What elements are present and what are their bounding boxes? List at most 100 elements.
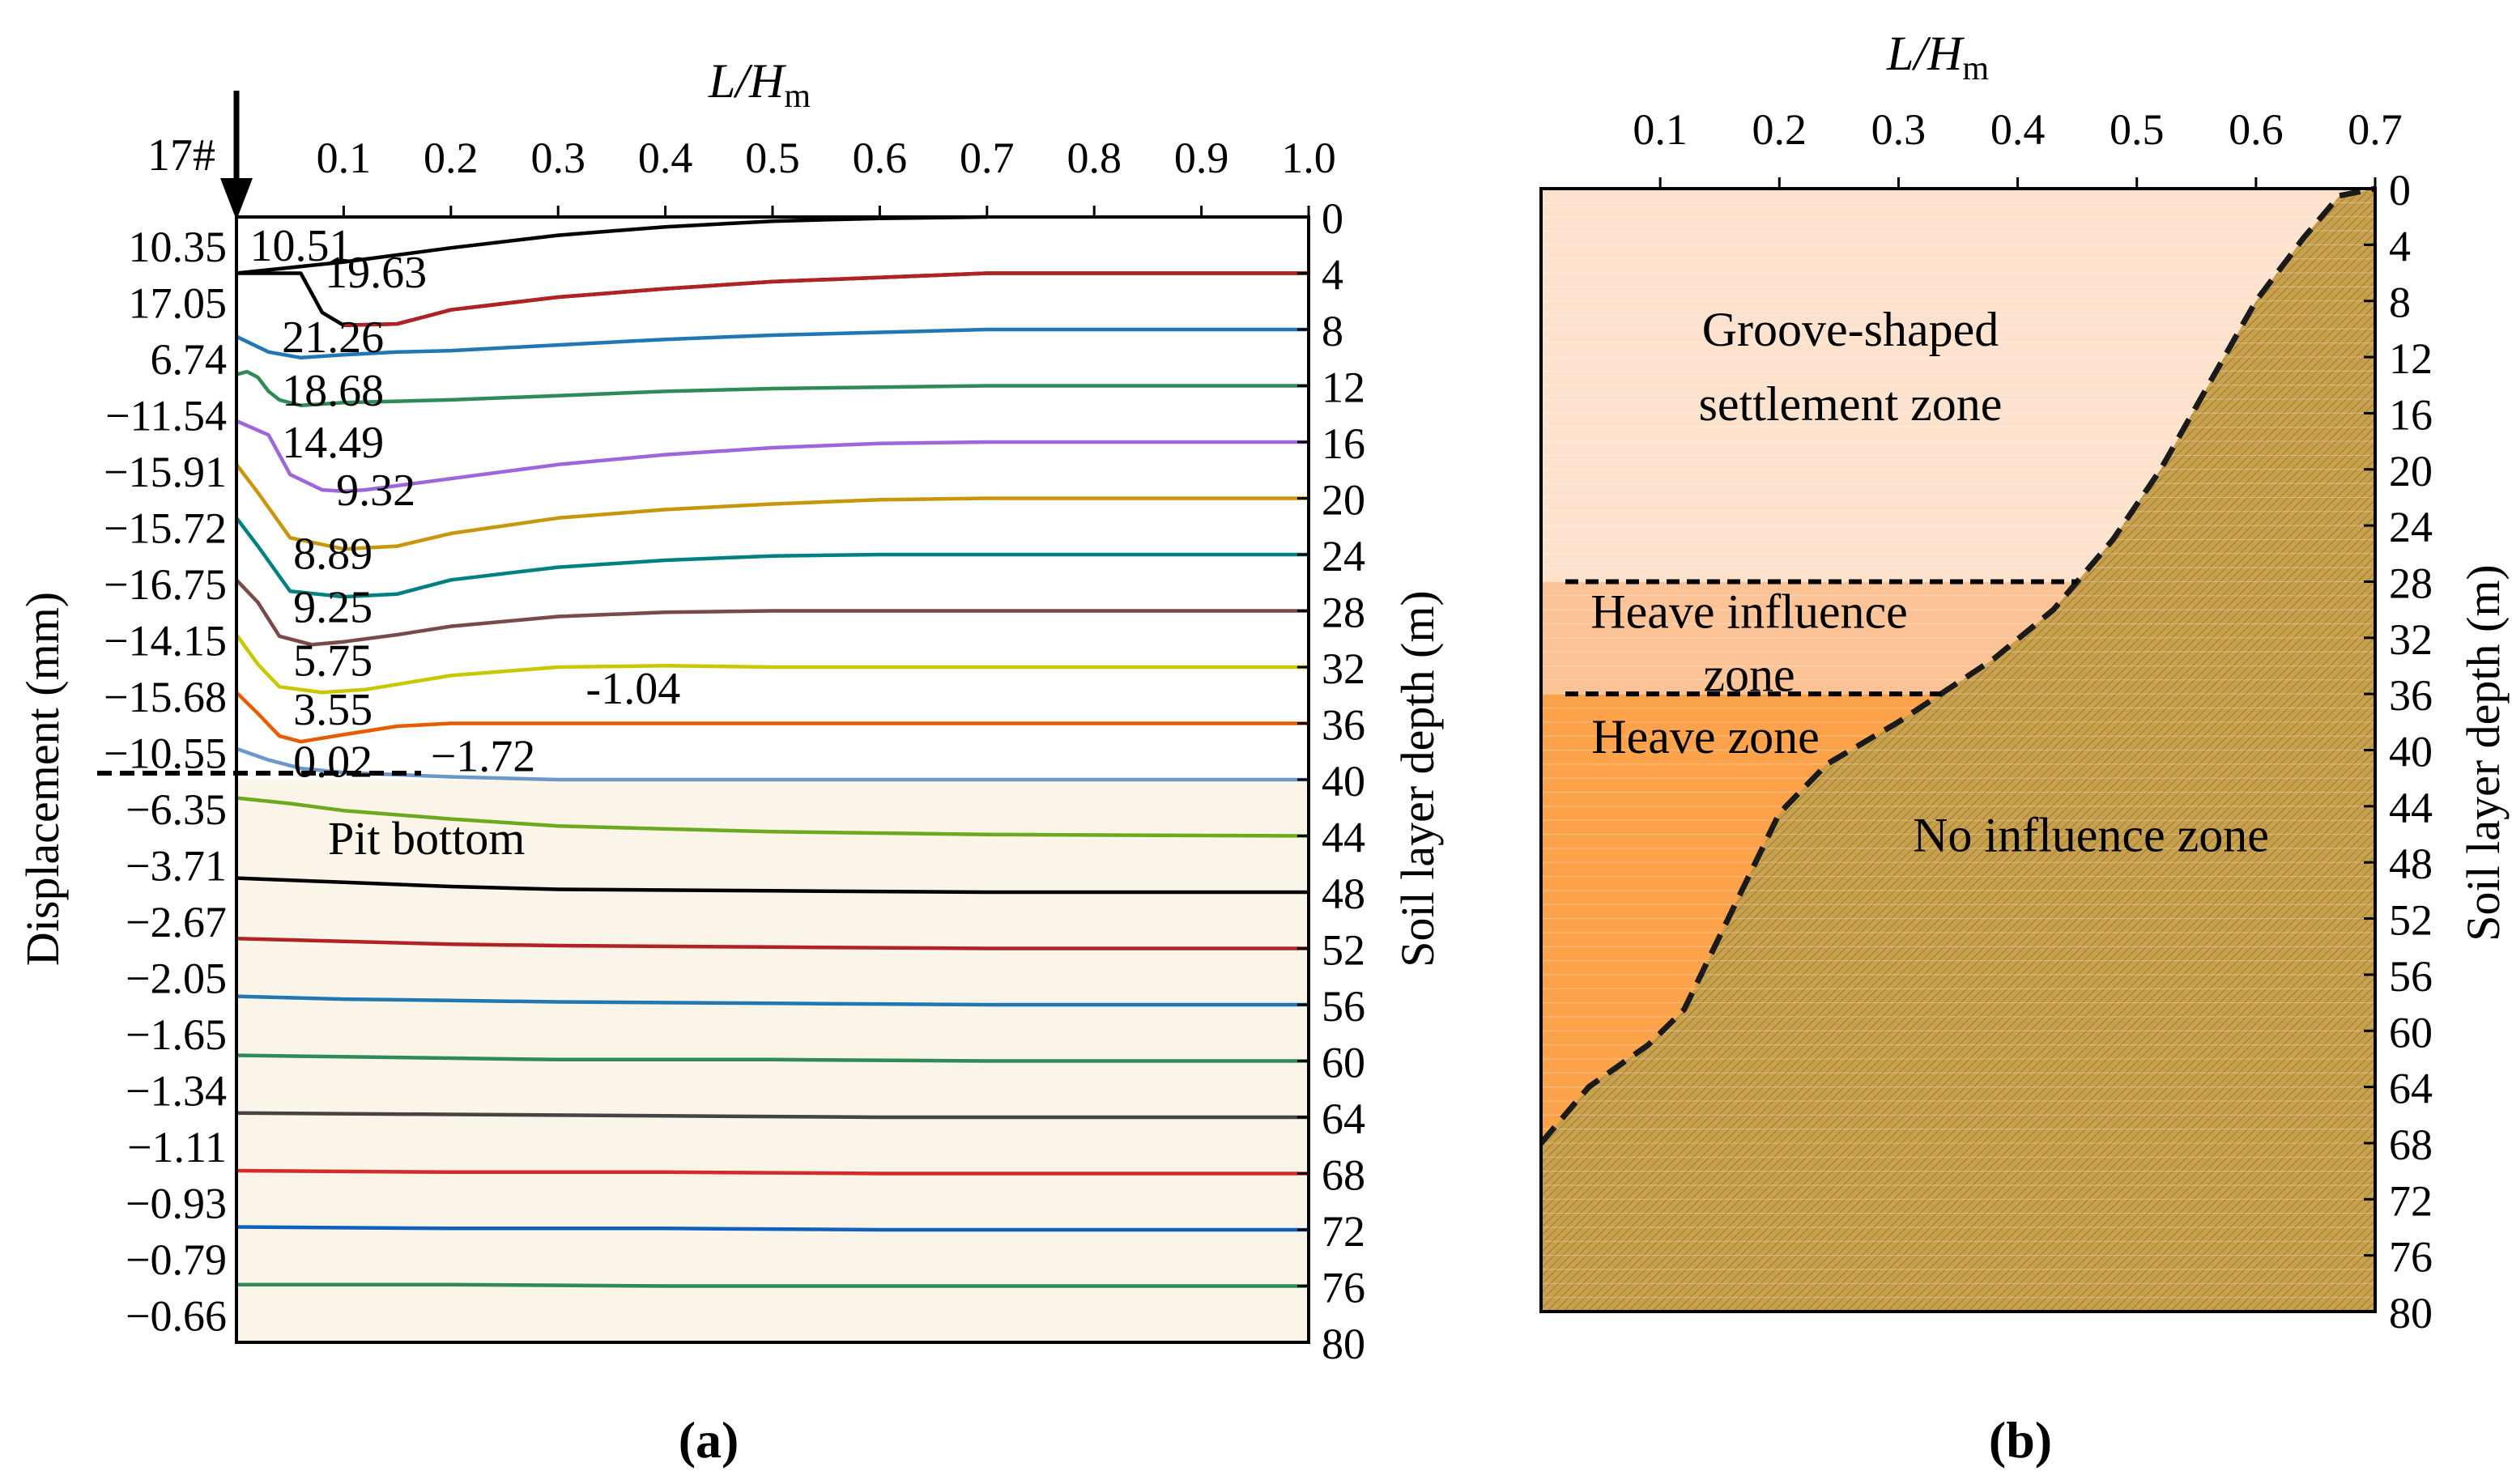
no-influence-zone-label: No influence zone — [1913, 808, 2269, 861]
x-tick-label: 0.2 — [424, 134, 479, 182]
depth-tick-label: 80 — [2389, 1289, 2433, 1337]
displacement-label: −1.34 — [126, 1066, 227, 1115]
displacement-label: 10.35 — [129, 223, 228, 271]
depth-tick-label: 80 — [1322, 1320, 1365, 1368]
curve-13 — [236, 876, 1309, 895]
depth-tick-label: 24 — [2389, 503, 2433, 551]
curve-3 — [236, 327, 1309, 360]
annotation-10: -1.04 — [586, 664, 681, 714]
displacement-label: −1.65 — [126, 1010, 227, 1059]
annotation-8: 5.75 — [293, 636, 373, 686]
x-tick-label: 0.1 — [1633, 105, 1688, 154]
curve-17 — [236, 1111, 1309, 1120]
displacement-labels: 10.35 17.05 6.74 −11.54 −15.91 −15.72 −16.75 −1… — [104, 223, 227, 1341]
depth-tick-label: 32 — [1322, 644, 1365, 693]
x-tick-label: 0.5 — [2110, 105, 2165, 154]
displacement-label: −0.93 — [126, 1179, 227, 1227]
x-axis-title-main: L/H — [708, 54, 787, 108]
curve-0 — [236, 215, 987, 275]
curve-12 — [236, 796, 1309, 838]
depth-tick-label: 36 — [1322, 701, 1365, 750]
x-tick-label: 0.8 — [1067, 134, 1122, 182]
depth-tick-label: 72 — [1322, 1207, 1365, 1256]
x-tick-label: 1.0 — [1281, 134, 1336, 182]
depth-tick-label: 16 — [1322, 419, 1365, 468]
displacement-label: −15.72 — [104, 504, 227, 552]
depth-tick-label: 56 — [1322, 982, 1365, 1031]
x-axis-title-sub: m — [784, 78, 811, 115]
curve-20 — [236, 1282, 1309, 1288]
wall-arrow-icon — [220, 91, 253, 220]
displacement-label: −1.11 — [127, 1123, 227, 1171]
no-influence-zone-area — [1541, 189, 2375, 1312]
depth-tick-label: 24 — [1322, 532, 1365, 580]
depth-tick-label: 12 — [2389, 334, 2433, 383]
heave-influence-label-line2: zone — [1703, 648, 1795, 702]
annotation-11: 0.02 — [293, 738, 373, 788]
displacement-curves — [235, 215, 1309, 1288]
curve-7 — [235, 517, 1309, 599]
x-tick-label: 0.3 — [1871, 105, 1927, 154]
x-axis-ticks: 0.1 0.2 0.3 0.4 0.5 0.6 0.7 — [1633, 105, 2403, 189]
depth-tick-label: 44 — [2389, 784, 2433, 832]
annotation-6: 8.89 — [293, 529, 373, 579]
annotation-0: 10.51 — [249, 221, 351, 271]
displacement-label: −16.75 — [104, 560, 227, 609]
displacement-label: −0.79 — [126, 1235, 227, 1284]
displacement-label: −11.54 — [105, 391, 227, 440]
x-axis-title: L/Hm — [708, 54, 811, 115]
x-tick-label: 0.4 — [1990, 105, 2046, 154]
depth-tick-label: 4 — [1322, 251, 1343, 300]
right-y-axis-title: Soil layer depth (m) — [1391, 590, 1444, 967]
x-tick-label: 0.7 — [2348, 105, 2403, 154]
displacement-label: −2.05 — [126, 954, 227, 1002]
annotation-5: 9.32 — [336, 466, 415, 516]
panel-a-label: (a) — [679, 1411, 739, 1469]
displacement-label: −14.15 — [104, 616, 227, 665]
depth-tick-label: 20 — [1322, 476, 1365, 525]
depth-tick-label: 16 — [2389, 390, 2433, 439]
displacement-label: −3.71 — [126, 841, 227, 890]
depth-tick-label: 60 — [1322, 1039, 1365, 1087]
depth-tick-label: 32 — [2389, 615, 2433, 664]
influence-boundary-line — [1539, 185, 2376, 1146]
y-axis-title: Soil layer depth (m) — [2457, 564, 2510, 942]
curve-6 — [235, 463, 1309, 551]
x-tick-label: 0.6 — [853, 134, 908, 182]
depth-tick-label: 12 — [1322, 364, 1365, 412]
depth-tick-label: 60 — [2389, 1008, 2433, 1057]
depth-tick-label: 64 — [1322, 1095, 1365, 1143]
panel-b-label: (b) — [1989, 1411, 2052, 1469]
depth-tick-label: 68 — [1322, 1151, 1365, 1200]
zone-labels: Groove-shaped settlement zone Heave infl… — [1590, 303, 2269, 861]
annotation-9: 3.55 — [293, 685, 373, 735]
depth-tick-label: 56 — [2389, 952, 2433, 1001]
annotation-3: 18.68 — [282, 366, 384, 416]
annotation-12: −1.72 — [431, 732, 536, 782]
left-y-axis-title: Displacement (mm) — [16, 592, 69, 966]
curve-10 — [235, 691, 1309, 744]
x-tick-label: 0.7 — [960, 134, 1015, 182]
x-tick-label: 0.9 — [1174, 134, 1229, 182]
curve-9 — [235, 633, 1309, 695]
wall-label: 17# — [147, 130, 215, 181]
settlement-zone-label-line2: settlement zone — [1699, 377, 2003, 431]
displacement-label: −2.67 — [126, 898, 227, 946]
depth-tick-label: 28 — [1322, 589, 1365, 637]
annotation-7: 9.25 — [293, 582, 373, 632]
heave-influence-label-line1: Heave influence — [1590, 585, 1907, 639]
depth-tick-label: 28 — [2389, 559, 2433, 607]
annotation-1: 19.63 — [325, 248, 427, 298]
curve-14 — [236, 937, 1309, 950]
x-axis-title: L/Hm — [1886, 27, 1989, 87]
depth-tick-label: 68 — [2389, 1120, 2433, 1169]
curve-4 — [236, 369, 1309, 408]
depth-tick-label: 72 — [2389, 1176, 2433, 1225]
depth-tick-label: 8 — [1322, 307, 1343, 355]
curve-5 — [236, 419, 1309, 494]
displacement-label: 6.74 — [151, 335, 228, 384]
panel-a-label-text: (a) — [679, 1411, 739, 1469]
